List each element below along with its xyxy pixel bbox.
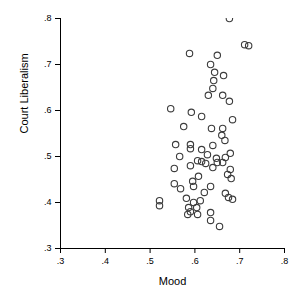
svg-text:.5: .5	[146, 256, 154, 266]
svg-text:.7: .7	[44, 59, 52, 69]
svg-text:.8: .8	[44, 13, 52, 23]
svg-text:Mood: Mood	[159, 275, 187, 287]
svg-text:.4: .4	[44, 197, 52, 207]
svg-text:.6: .6	[191, 256, 199, 266]
svg-text:.7: .7	[236, 256, 244, 266]
svg-text:.8: .8	[281, 256, 289, 266]
svg-text:Court Liberalism: Court Liberalism	[18, 53, 30, 133]
svg-text:.5: .5	[44, 151, 52, 161]
svg-text:.3: .3	[57, 256, 65, 266]
svg-text:.6: .6	[44, 105, 52, 115]
svg-text:.4: .4	[102, 256, 110, 266]
svg-text:.3: .3	[44, 243, 52, 253]
